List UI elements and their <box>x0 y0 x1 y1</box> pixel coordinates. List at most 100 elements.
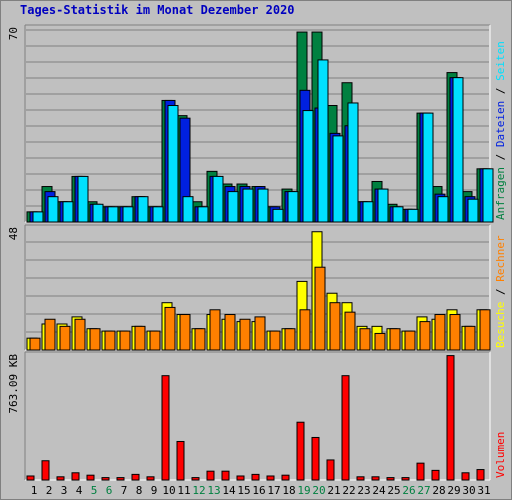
bar-volume-volumen-day-10 <box>161 375 170 481</box>
bar-hits-seiten-day-3 <box>62 201 74 223</box>
bar-volume-volumen-day-7 <box>116 477 125 481</box>
panel-visits-axis-label: Besuche / Rechner <box>494 235 507 348</box>
axis-label-part: Besuche <box>494 302 507 348</box>
x-tick-label-day-22: 22 <box>342 484 355 497</box>
bar-hits-seiten-day-20 <box>317 59 329 223</box>
bar-visits-rechner-day-6 <box>104 330 116 351</box>
bar-volume-volumen-day-13 <box>206 470 215 481</box>
x-tick-label-day-21: 21 <box>327 484 340 497</box>
bar-hits-seiten-day-5 <box>92 203 104 223</box>
bar-hits-seiten-day-13 <box>212 175 224 223</box>
x-tick-label-day-5: 5 <box>91 484 98 497</box>
bar-visits-rechner-day-8 <box>134 325 146 351</box>
bar-volume-volumen-day-15 <box>236 475 245 481</box>
bar-volume-volumen-day-22 <box>341 375 350 481</box>
x-tick-label-day-17: 17 <box>267 484 280 497</box>
x-tick-label-day-18: 18 <box>282 484 295 497</box>
bar-volume-volumen-day-20 <box>311 436 320 481</box>
bar-visits-rechner-day-7 <box>119 330 131 351</box>
bar-visits-rechner-day-21 <box>329 302 341 351</box>
x-tick-label-day-11: 11 <box>177 484 190 497</box>
axis-label-part: Seiten <box>494 41 507 81</box>
bar-hits-seiten-day-22 <box>347 102 359 223</box>
bar-visits-rechner-day-18 <box>284 328 296 351</box>
bar-hits-seiten-day-4 <box>77 175 89 223</box>
bar-hits-seiten-day-18 <box>287 191 299 223</box>
bar-volume-volumen-day-16 <box>251 473 260 481</box>
x-tick-label-day-2: 2 <box>46 484 53 497</box>
bar-volume-volumen-day-21 <box>326 459 335 481</box>
bar-visits-rechner-day-9 <box>149 330 161 351</box>
axis-label-part: Volumen <box>494 432 507 478</box>
bar-visits-rechner-day-27 <box>419 321 431 351</box>
bar-volume-volumen-day-17 <box>266 475 275 481</box>
x-tick-label-day-3: 3 <box>61 484 68 497</box>
bar-volume-volumen-day-27 <box>416 462 425 481</box>
bar-visits-rechner-day-14 <box>224 314 236 351</box>
axis-label-part: Rechner <box>494 235 507 282</box>
x-tick-label-day-24: 24 <box>372 484 386 497</box>
bar-hits-seiten-day-16 <box>257 188 269 223</box>
bar-volume-volumen-day-29 <box>446 355 455 481</box>
bar-visits-rechner-day-31 <box>479 309 491 351</box>
bar-visits-rechner-day-29 <box>449 314 461 351</box>
bar-visits-rechner-day-1 <box>29 337 41 351</box>
bar-hits-seiten-day-19 <box>302 110 314 223</box>
bar-volume-volumen-day-6 <box>101 477 110 481</box>
bar-volume-volumen-day-31 <box>476 469 485 481</box>
x-tick-label-day-12: 12 <box>192 484 205 497</box>
bar-volume-volumen-day-28 <box>431 469 440 481</box>
bar-volume-volumen-day-14 <box>221 470 230 481</box>
bar-visits-rechner-day-3 <box>59 325 71 351</box>
x-tick-label-day-28: 28 <box>432 484 445 497</box>
x-tick-label-day-13: 13 <box>207 484 220 497</box>
bar-volume-volumen-day-12 <box>191 477 200 481</box>
bar-volume-volumen-day-11 <box>176 440 185 481</box>
x-tick-label-day-9: 9 <box>151 484 158 497</box>
bar-volume-volumen-day-4 <box>71 472 80 481</box>
x-tick-label-day-25: 25 <box>387 484 400 497</box>
bar-hits-seiten-day-1 <box>32 211 44 223</box>
bar-visits-rechner-day-17 <box>269 330 281 351</box>
bar-hits-seiten-day-7 <box>122 206 134 223</box>
bar-visits-rechner-day-30 <box>464 325 476 351</box>
bar-visits-rechner-day-10 <box>164 306 176 351</box>
x-tick-label-day-8: 8 <box>136 484 143 497</box>
x-tick-label-day-29: 29 <box>447 484 460 497</box>
bar-hits-seiten-day-30 <box>467 198 479 223</box>
bar-volume-volumen-day-1 <box>26 475 35 481</box>
bar-volume-volumen-day-2 <box>41 460 50 481</box>
bar-hits-seiten-day-29 <box>452 77 464 223</box>
axis-label-part: Anfragen <box>494 167 507 220</box>
bar-volume-volumen-day-8 <box>131 473 140 481</box>
bar-hits-seiten-day-27 <box>422 112 434 223</box>
x-tick-label-day-1: 1 <box>31 484 38 497</box>
x-tick-label-day-23: 23 <box>357 484 370 497</box>
bar-hits-seiten-day-12 <box>197 206 209 223</box>
x-tick-label-day-6: 6 <box>106 484 113 497</box>
x-tick-label-day-19: 19 <box>297 484 310 497</box>
bar-hits-seiten-day-15 <box>242 188 254 223</box>
bar-hits-seiten-day-31 <box>482 168 494 223</box>
x-tick-label-day-20: 20 <box>312 484 325 497</box>
bar-hits-seiten-day-28 <box>437 196 449 223</box>
x-tick-label-day-14: 14 <box>222 484 236 497</box>
bar-volume-volumen-day-23 <box>356 476 365 481</box>
bar-visits-rechner-day-12 <box>194 328 206 351</box>
x-tick-label-day-30: 30 <box>462 484 475 497</box>
bar-hits-seiten-day-24 <box>377 188 389 223</box>
bar-visits-rechner-day-2 <box>44 318 56 351</box>
panel-volume-scale-label: 763.09 KB <box>7 354 20 414</box>
bar-hits-seiten-day-6 <box>107 206 119 223</box>
x-tick-label-day-4: 4 <box>76 484 83 497</box>
bar-visits-rechner-day-4 <box>74 318 86 351</box>
bar-visits-rechner-day-20 <box>314 266 326 351</box>
x-tick-label-day-15: 15 <box>237 484 250 497</box>
bar-volume-volumen-day-3 <box>56 476 65 481</box>
bar-visits-rechner-day-26 <box>404 330 416 351</box>
bar-hits-seiten-day-14 <box>227 191 239 223</box>
panel-volume-background <box>25 352 490 480</box>
bar-volume-volumen-day-18 <box>281 474 290 481</box>
bar-visits-rechner-day-19 <box>299 309 311 351</box>
panel-hits-scale-label: 70 <box>7 27 20 40</box>
